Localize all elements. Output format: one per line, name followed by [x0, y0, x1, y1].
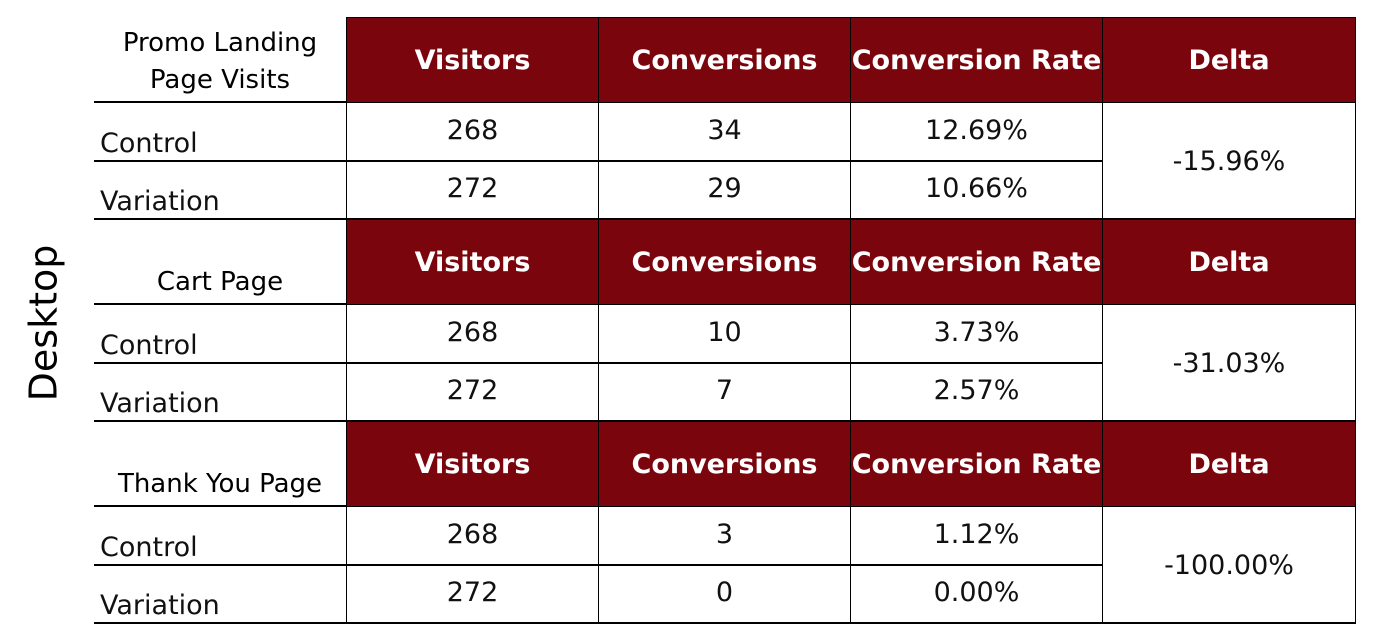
col-header-visitors: Visitors: [346, 219, 599, 305]
col-header-delta: Delta: [1102, 421, 1356, 507]
section-title: Promo Landing Page Visits: [94, 17, 346, 103]
section-cart-page: Cart Page Visitors Conversions Conversio…: [94, 219, 1356, 422]
rate-cell: 2.57%: [850, 363, 1102, 421]
row-label: Variation: [100, 186, 220, 217]
section-title: Thank You Page: [94, 421, 346, 507]
conversions-cell: 0: [598, 565, 850, 623]
col-header-conversions: Conversions: [598, 219, 851, 305]
table-row: Control 268 10 3.73%: [94, 305, 1104, 363]
rate-cell: 1.12%: [850, 507, 1102, 565]
col-header-conversion-rate: Conversion Rate: [850, 17, 1103, 103]
section-header-row: Cart Page Visitors Conversions Conversio…: [94, 219, 1356, 305]
visitors-cell: 268: [346, 305, 598, 363]
col-header-delta: Delta: [1102, 219, 1356, 305]
conversions-cell: 10: [598, 305, 850, 363]
visitors-cell: 272: [346, 161, 598, 219]
row-label: Variation: [100, 590, 220, 621]
section-header-row: Promo Landing Page Visits Visitors Conver…: [94, 17, 1356, 103]
table-row: Control 268 3 1.12%: [94, 507, 1104, 565]
row-label: Control: [100, 532, 198, 563]
visitors-cell: 272: [346, 565, 598, 623]
device-label: Desktop: [4, 238, 82, 408]
delta-cell: -100.00%: [1102, 507, 1356, 623]
table-row: Variation 272 0 0.00%: [94, 565, 1104, 623]
col-header-conversions: Conversions: [598, 421, 851, 507]
visitors-cell: 268: [346, 507, 598, 565]
table-row: Variation 272 29 10.66%: [94, 161, 1104, 219]
rate-cell: 3.73%: [850, 305, 1102, 363]
col-header-delta: Delta: [1102, 17, 1356, 103]
section-thank-you-page: Thank You Page Visitors Conversions Conv…: [94, 421, 1356, 625]
visitors-cell: 268: [346, 103, 598, 161]
section-title: Cart Page: [94, 219, 346, 305]
device-label-text: Desktop: [21, 244, 65, 402]
conversions-cell: 34: [598, 103, 850, 161]
rate-cell: 12.69%: [850, 103, 1102, 161]
conversions-cell: 7: [598, 363, 850, 421]
row-label: Control: [100, 330, 198, 361]
delta-cell: -31.03%: [1102, 305, 1356, 421]
col-header-conversion-rate: Conversion Rate: [850, 421, 1103, 507]
delta-cell: -15.96%: [1102, 103, 1356, 219]
table-row: Variation 272 7 2.57%: [94, 363, 1104, 421]
rate-cell: 10.66%: [850, 161, 1102, 219]
col-header-visitors: Visitors: [346, 17, 599, 103]
section-bottom-border: [94, 622, 1356, 624]
col-header-conversions: Conversions: [598, 17, 851, 103]
visitors-cell: 272: [346, 363, 598, 421]
row-label: Control: [100, 128, 198, 159]
section-promo-landing: Promo Landing Page Visits Visitors Conver…: [94, 17, 1356, 220]
row-label: Variation: [100, 388, 220, 419]
rate-cell: 0.00%: [850, 565, 1102, 623]
col-header-conversion-rate: Conversion Rate: [850, 219, 1103, 305]
col-header-visitors: Visitors: [346, 421, 599, 507]
section-header-row: Thank You Page Visitors Conversions Conv…: [94, 421, 1356, 507]
table-row: Control 268 34 12.69%: [94, 103, 1104, 161]
conversions-cell: 3: [598, 507, 850, 565]
conversions-cell: 29: [598, 161, 850, 219]
